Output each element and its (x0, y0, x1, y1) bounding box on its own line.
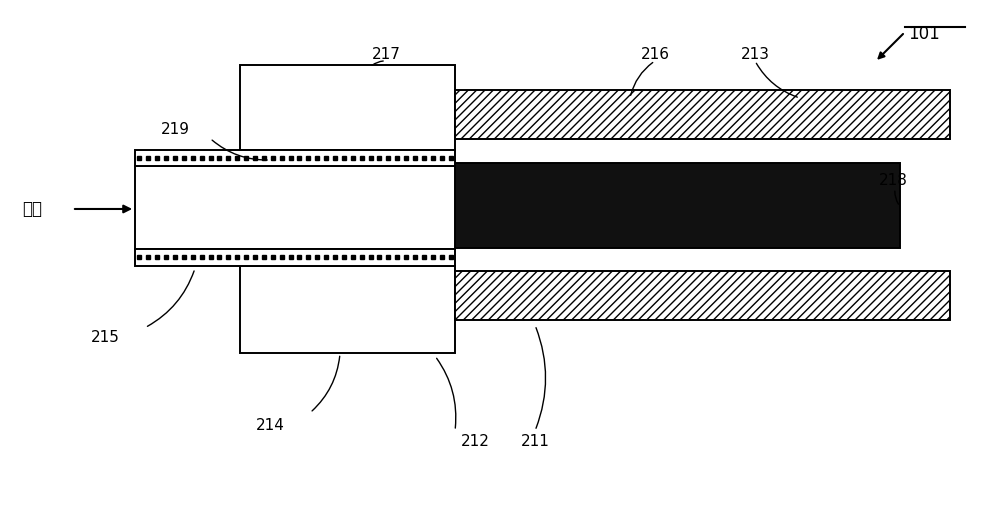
Text: 气体: 气体 (22, 200, 42, 218)
Text: 101: 101 (908, 25, 940, 42)
Bar (135, 150, 455, 166)
Bar (455, 163, 900, 248)
Bar (455, 90, 950, 139)
Text: 218: 218 (879, 173, 907, 188)
Bar (135, 249, 455, 266)
Text: 216: 216 (640, 46, 670, 62)
Bar (240, 266, 455, 353)
Bar (455, 271, 950, 320)
Text: 217: 217 (372, 46, 400, 62)
Text: 214: 214 (256, 418, 284, 433)
Text: 215: 215 (91, 330, 119, 346)
Text: 212: 212 (461, 433, 489, 449)
Text: 213: 213 (740, 46, 770, 62)
Text: 211: 211 (521, 433, 549, 449)
Text: 219: 219 (160, 121, 190, 137)
Bar (135, 166, 455, 249)
Bar (240, 64, 455, 150)
